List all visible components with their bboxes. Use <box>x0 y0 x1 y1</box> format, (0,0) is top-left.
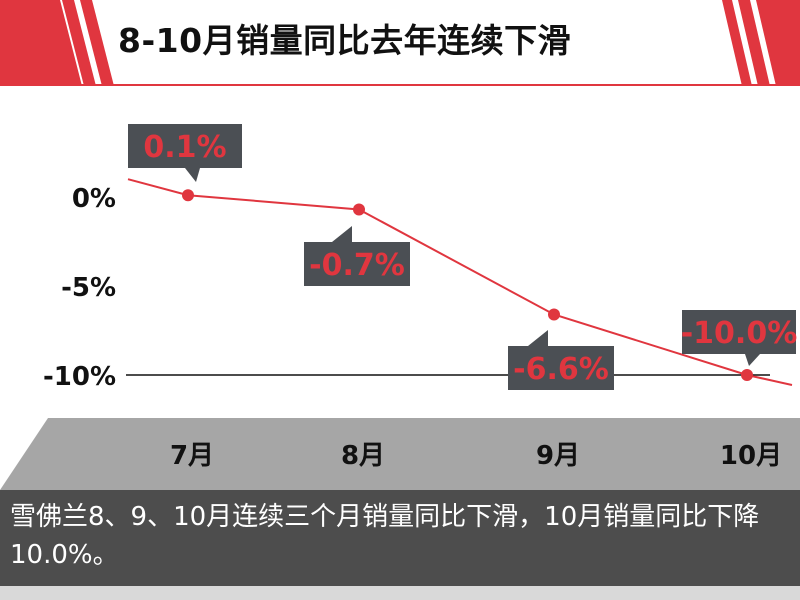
callout-tail <box>745 354 760 366</box>
header-banner <box>0 0 800 86</box>
callout-tail <box>185 168 200 182</box>
data-point <box>353 203 365 216</box>
x-axis-band <box>0 418 800 490</box>
chart-title: 8-10月销量同比去年连续下滑 <box>118 21 572 60</box>
data-point <box>182 189 194 202</box>
x-axis-band-shape <box>0 418 800 490</box>
caption-band <box>0 490 800 586</box>
x-tick-label: 10月 <box>720 441 782 471</box>
series-line <box>127 178 793 386</box>
x-axis-ticks: 7月 8月 9月 10月 <box>170 441 782 471</box>
callout-box <box>508 346 614 390</box>
header-red-stripe-left <box>0 0 82 86</box>
data-label: 0.1% <box>143 130 226 165</box>
y-tick-label: -5% <box>61 273 116 303</box>
data-label-callout: -10.0% <box>681 310 798 366</box>
header-red-slash-2 <box>80 0 114 86</box>
series-polyline <box>127 178 793 386</box>
header-red-slash-4 <box>738 0 770 86</box>
bottom-strip <box>0 586 800 600</box>
x-tick-label: 9月 <box>536 441 580 471</box>
callout-box <box>128 124 242 168</box>
x-tick-label: 8月 <box>341 441 385 471</box>
y-axis-ticks: 0% -5% -10% <box>43 184 770 392</box>
y-tick-label: -10% <box>43 362 116 392</box>
header-red-stripe-right <box>756 0 800 86</box>
data-point <box>548 308 560 321</box>
data-label: -0.7% <box>309 248 405 283</box>
data-points <box>182 189 753 381</box>
header-red-slash-1 <box>62 0 96 86</box>
data-label-callout: -0.7% <box>304 226 410 286</box>
x-tick-label: 7月 <box>170 441 214 471</box>
header-bottom-line <box>0 84 800 86</box>
header-red-slash-3 <box>722 0 752 86</box>
callout-tail <box>528 330 548 346</box>
data-label: -6.6% <box>513 352 609 387</box>
header-background <box>0 0 800 86</box>
caption-text: 雪佛兰8、9、10月连续三个月销量同比下滑，10月销量同比下降10.0%。 <box>10 502 760 570</box>
data-label-callout: -6.6% <box>508 330 614 390</box>
callout-box <box>304 242 410 286</box>
callout-tail <box>332 226 352 242</box>
data-point <box>741 369 753 381</box>
y-tick-label: 0% <box>72 184 116 214</box>
data-label-callout: 0.1% <box>128 124 242 182</box>
data-label: -10.0% <box>681 316 798 351</box>
data-callouts: 0.1% -0.7% -6.6% -10.0% <box>128 124 797 390</box>
callout-box <box>682 310 796 354</box>
